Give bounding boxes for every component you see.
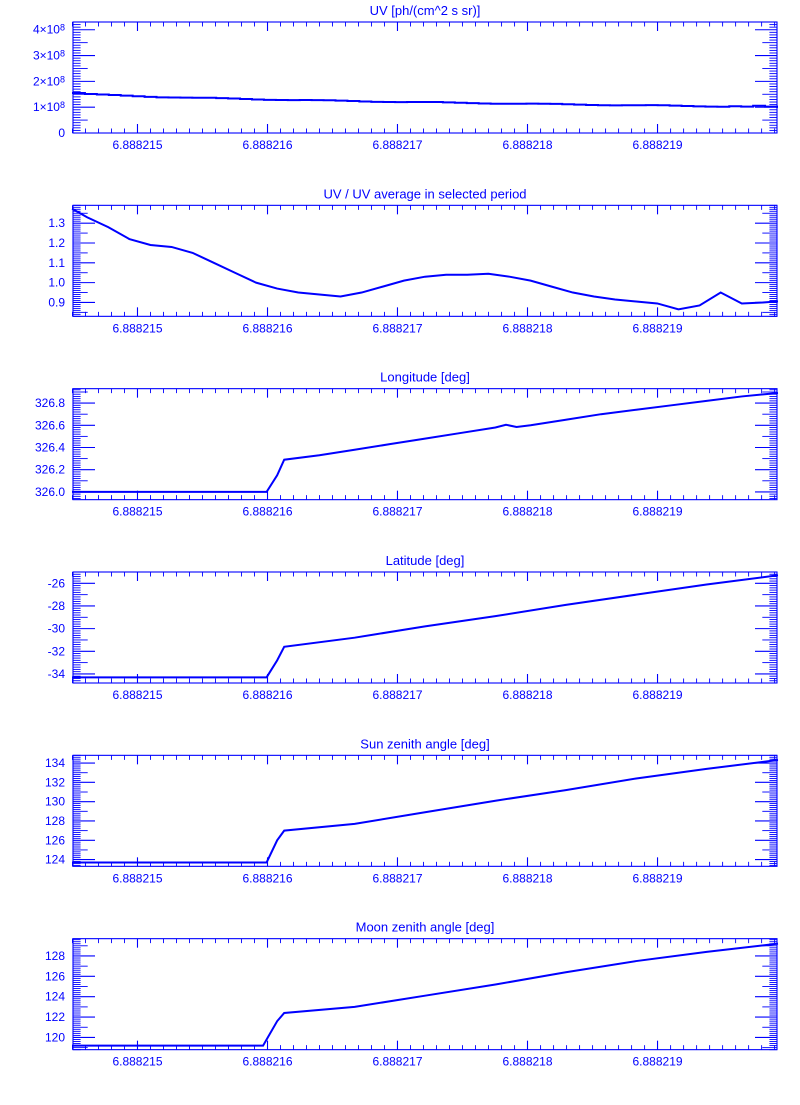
svg-text:Latitude [deg]: Latitude [deg]: [386, 553, 465, 568]
svg-text:6.888215: 6.888215: [112, 138, 162, 152]
svg-text:6.888215: 6.888215: [112, 688, 162, 702]
svg-text:326.0: 326.0: [35, 485, 65, 499]
svg-text:1.0: 1.0: [48, 276, 65, 290]
svg-text:326.4: 326.4: [35, 440, 65, 454]
svg-text:132: 132: [45, 775, 65, 789]
svg-text:Moon zenith angle [deg]: Moon zenith angle [deg]: [356, 920, 495, 935]
svg-text:6.888218: 6.888218: [502, 871, 552, 885]
svg-text:6.888217: 6.888217: [372, 505, 422, 519]
svg-text:326.6: 326.6: [35, 418, 65, 432]
svg-text:UV / UV average in selected pe: UV / UV average in selected period: [323, 186, 526, 201]
svg-text:326.8: 326.8: [35, 396, 65, 410]
svg-text:126: 126: [45, 833, 65, 847]
svg-text:6.888219: 6.888219: [632, 505, 682, 519]
svg-text:6.888218: 6.888218: [502, 1055, 552, 1069]
svg-text:6.888215: 6.888215: [112, 1055, 162, 1069]
svg-text:Longitude [deg]: Longitude [deg]: [380, 370, 470, 385]
svg-text:1.3: 1.3: [48, 216, 65, 230]
svg-text:128: 128: [45, 949, 65, 963]
svg-text:6.888217: 6.888217: [372, 688, 422, 702]
svg-text:UV [ph/(cm^2 s sr)]: UV [ph/(cm^2 s sr)]: [370, 3, 481, 18]
svg-text:6.888217: 6.888217: [372, 1055, 422, 1069]
svg-text:6.888216: 6.888216: [242, 871, 292, 885]
svg-text:6.888215: 6.888215: [112, 321, 162, 335]
svg-text:-26: -26: [48, 576, 66, 590]
svg-text:6.888216: 6.888216: [242, 321, 292, 335]
svg-text:6.888216: 6.888216: [242, 1055, 292, 1069]
svg-text:6.888219: 6.888219: [632, 321, 682, 335]
svg-text:128: 128: [45, 814, 65, 828]
svg-text:6.888218: 6.888218: [502, 688, 552, 702]
svg-text:6.888219: 6.888219: [632, 1055, 682, 1069]
svg-text:6.888215: 6.888215: [112, 505, 162, 519]
svg-text:6.888216: 6.888216: [242, 688, 292, 702]
svg-text:-34: -34: [48, 667, 66, 681]
svg-text:326.2: 326.2: [35, 463, 65, 477]
svg-text:126: 126: [45, 969, 65, 983]
svg-text:134: 134: [45, 756, 65, 770]
svg-text:Sun zenith angle [deg]: Sun zenith angle [deg]: [360, 736, 489, 751]
svg-text:6.888217: 6.888217: [372, 871, 422, 885]
svg-text:6.888219: 6.888219: [632, 138, 682, 152]
svg-text:6.888219: 6.888219: [632, 871, 682, 885]
svg-text:0.9: 0.9: [48, 295, 65, 309]
svg-text:-30: -30: [48, 622, 66, 636]
svg-text:124: 124: [45, 853, 65, 867]
svg-text:6.888219: 6.888219: [632, 688, 682, 702]
svg-text:6.888216: 6.888216: [242, 505, 292, 519]
svg-text:130: 130: [45, 795, 65, 809]
svg-text:122: 122: [45, 1010, 65, 1024]
svg-text:6.888216: 6.888216: [242, 138, 292, 152]
svg-text:-32: -32: [48, 644, 66, 658]
svg-text:-28: -28: [48, 599, 66, 613]
svg-text:6.888218: 6.888218: [502, 321, 552, 335]
svg-text:6.888218: 6.888218: [502, 138, 552, 152]
svg-text:120: 120: [45, 1030, 65, 1044]
svg-text:124: 124: [45, 990, 65, 1004]
svg-text:6.888217: 6.888217: [372, 138, 422, 152]
svg-text:1.2: 1.2: [48, 236, 65, 250]
svg-text:6.888215: 6.888215: [112, 871, 162, 885]
svg-text:6.888217: 6.888217: [372, 321, 422, 335]
svg-text:1.1: 1.1: [48, 256, 65, 270]
svg-text:6.888218: 6.888218: [502, 505, 552, 519]
svg-text:0: 0: [58, 126, 65, 140]
